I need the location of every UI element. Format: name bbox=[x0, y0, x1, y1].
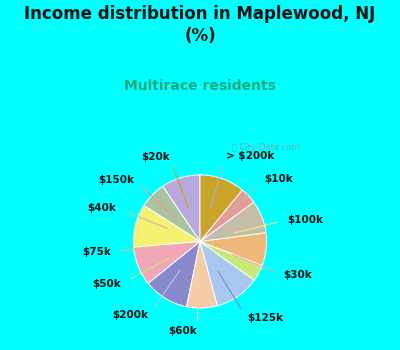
Wedge shape bbox=[200, 202, 266, 242]
Wedge shape bbox=[200, 241, 254, 306]
Text: $150k: $150k bbox=[99, 175, 135, 185]
Text: $125k: $125k bbox=[247, 313, 283, 323]
Wedge shape bbox=[148, 241, 200, 307]
Text: $100k: $100k bbox=[287, 215, 323, 225]
Text: $200k: $200k bbox=[112, 310, 148, 320]
Wedge shape bbox=[200, 233, 267, 265]
Text: Multirace residents: Multirace residents bbox=[124, 79, 276, 93]
Wedge shape bbox=[186, 241, 218, 308]
Wedge shape bbox=[200, 190, 254, 241]
Text: > $200k: > $200k bbox=[226, 150, 275, 161]
Text: $10k: $10k bbox=[264, 174, 293, 184]
Text: Income distribution in Maplewood, NJ
(%): Income distribution in Maplewood, NJ (%) bbox=[24, 5, 376, 46]
Text: $60k: $60k bbox=[168, 327, 197, 336]
Text: $50k: $50k bbox=[92, 279, 121, 289]
Wedge shape bbox=[200, 241, 262, 280]
Wedge shape bbox=[200, 175, 242, 242]
Wedge shape bbox=[134, 241, 200, 284]
Wedge shape bbox=[163, 175, 200, 242]
Wedge shape bbox=[133, 205, 200, 247]
Text: $40k: $40k bbox=[88, 203, 116, 213]
Text: $75k: $75k bbox=[82, 247, 111, 257]
Text: $20k: $20k bbox=[141, 152, 170, 162]
Text: $30k: $30k bbox=[284, 270, 312, 280]
Wedge shape bbox=[144, 186, 200, 242]
Text: ⓘ City-Data.com: ⓘ City-Data.com bbox=[232, 143, 300, 152]
